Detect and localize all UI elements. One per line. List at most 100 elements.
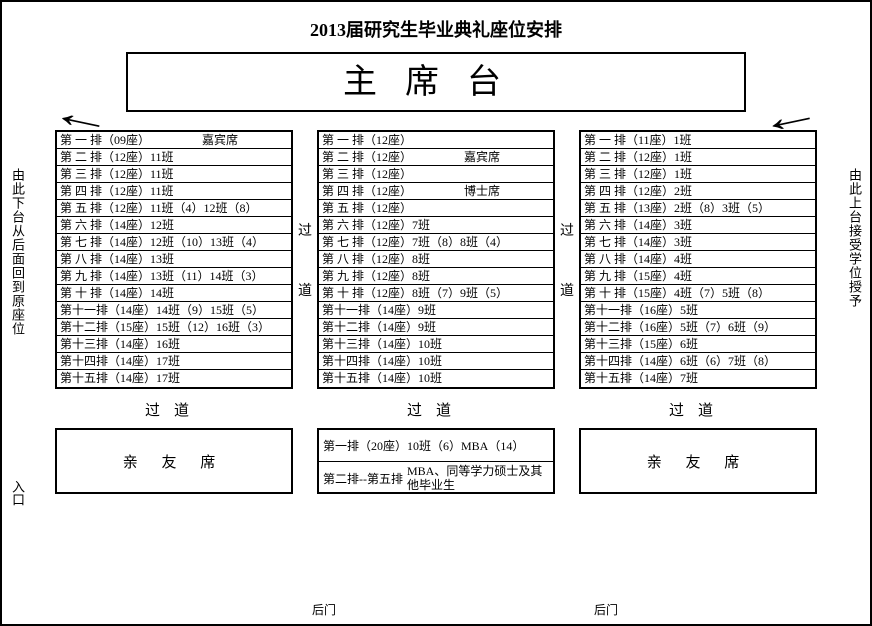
seat-row-note xyxy=(692,217,812,233)
seat-row-note xyxy=(442,370,550,387)
seat-row: 第 十 排（15座）4班（7）5班（8） xyxy=(581,285,815,302)
seat-row: 第 一 排（12座） xyxy=(319,132,553,149)
aisle-horizontal: 过道 过道 过道 xyxy=(2,393,870,426)
seat-row-note xyxy=(770,200,812,216)
seat-row-note xyxy=(430,268,550,284)
seat-row-note xyxy=(698,336,812,352)
seat-row-note xyxy=(174,183,288,199)
seat-row: 第十三排（15座）6班 xyxy=(581,336,815,353)
seat-row-note xyxy=(698,370,812,387)
seat-row: 第十一排（14座）14班（9）15班（5） xyxy=(57,302,291,319)
seat-row-label: 第十四排（14座）6班（6）7班（8） xyxy=(584,353,776,369)
seat-row-label: 第 十 排（12座）8班（7）9班（5） xyxy=(322,285,508,301)
seat-row-label: 第十二排（14座）9班 xyxy=(322,319,436,335)
seat-row-note xyxy=(442,336,550,352)
side-note-right: 由此上台接受学位授予 xyxy=(845,168,864,308)
seat-row-label: 第十二排（15座）15班（12）16班（3） xyxy=(60,319,270,335)
seat-row: 第 五 排（13座）2班（8）3班（5） xyxy=(581,200,815,217)
block-left: 第 一 排（09座）嘉宾席第 二 排（12座）11班第 三 排（12座）11班第… xyxy=(55,130,293,389)
seat-row-label: 第十一排（14座）9班 xyxy=(322,302,436,318)
seat-row-label: 第 五 排（12座） xyxy=(322,200,412,216)
family-seat-right: 亲 友 席 xyxy=(579,428,817,494)
back-door-2: 后门 xyxy=(594,601,618,618)
seat-row-note xyxy=(264,302,288,318)
back-mid-label: 第二排--第五排 xyxy=(323,470,407,487)
seat-row-label: 第 一 排（12座） xyxy=(322,132,412,148)
seat-row: 第十四排（14座）17班 xyxy=(57,353,291,370)
seat-row-label: 第十五排（14座）17班 xyxy=(60,370,180,387)
seat-row-label: 第 八 排（14座）13班 xyxy=(60,251,174,267)
seat-row: 第 六 排（14座）12班 xyxy=(57,217,291,234)
seat-row-label: 第 七 排（14座）12班（10）13班（4） xyxy=(60,234,264,250)
back-mid-block: 第一排（20座） 10班（6）MBA（14） 第二排--第五排 MBA、同等学力… xyxy=(317,428,555,494)
seat-row: 第 十 排（12座）8班（7）9班（5） xyxy=(319,285,553,302)
seat-row-note xyxy=(180,353,288,369)
seat-row-note xyxy=(412,166,550,182)
seat-row-label: 第 四 排（12座）11班 xyxy=(60,183,174,199)
seat-row-note: 嘉宾席 xyxy=(412,149,550,165)
seat-row: 第 八 排（14座）13班 xyxy=(57,251,291,268)
seat-row: 第 六 排（14座）3班 xyxy=(581,217,815,234)
seat-row-label: 第 五 排（12座）11班（4）12班（8） xyxy=(60,200,258,216)
seat-row-note xyxy=(770,285,812,301)
seat-row: 第十二排（16座）5班（7）6班（9） xyxy=(581,319,815,336)
back-mid-text: MBA、同等学力硕士及其他毕业生 xyxy=(407,464,549,492)
seat-row: 第 二 排（12座）1班 xyxy=(581,149,815,166)
seat-row-note xyxy=(436,302,550,318)
seat-row-note xyxy=(264,234,288,250)
aisle-h-1: 过道 xyxy=(55,393,293,426)
seat-row: 第 二 排（12座）嘉宾席 xyxy=(319,149,553,166)
seat-row-label: 第 九 排（12座）8班 xyxy=(322,268,430,284)
seat-row-note xyxy=(692,234,812,250)
seat-row-label: 第十四排（14座）10班 xyxy=(322,353,442,369)
seat-row-note xyxy=(412,200,550,216)
seat-row-label: 第 三 排（12座） xyxy=(322,166,412,182)
seating-blocks: 第 一 排（09座）嘉宾席第 二 排（12座）11班第 三 排（12座）11班第… xyxy=(2,130,870,389)
seat-row-label: 第 四 排（12座） xyxy=(322,183,412,199)
seat-row-label: 第 九 排（15座）4班 xyxy=(584,268,692,284)
seat-row-note xyxy=(692,183,812,199)
seat-row: 第 八 排（14座）4班 xyxy=(581,251,815,268)
seat-row-note xyxy=(776,353,812,369)
seat-row: 第 七 排（14座）12班（10）13班（4） xyxy=(57,234,291,251)
seat-row: 第 六 排（12座）7班 xyxy=(319,217,553,234)
seat-row: 第十五排（14座）10班 xyxy=(319,370,553,387)
seat-row-label: 第 七 排（12座）7班（8）8班（4） xyxy=(322,234,508,250)
seat-row-note xyxy=(430,251,550,267)
seat-row: 第 九 排（15座）4班 xyxy=(581,268,815,285)
seat-row-note xyxy=(264,268,288,284)
seat-row-note xyxy=(180,336,288,352)
seat-row-label: 第十一排（14座）14班（9）15班（5） xyxy=(60,302,264,318)
aisle-vertical-1: 过 道 xyxy=(293,130,317,389)
seat-row: 第 九 排（12座）8班 xyxy=(319,268,553,285)
seat-row-note xyxy=(442,353,550,369)
seat-row: 第 四 排（12座）2班 xyxy=(581,183,815,200)
seat-row-note xyxy=(692,149,812,165)
seat-row: 第 八 排（12座）8班 xyxy=(319,251,553,268)
seat-row-note xyxy=(698,302,812,318)
aisle-vertical-2: 过 道 xyxy=(555,130,579,389)
seat-row-note xyxy=(692,268,812,284)
seat-row: 第 七 排（14座）3班 xyxy=(581,234,815,251)
seat-row-note xyxy=(258,200,288,216)
seat-row-label: 第 八 排（12座）8班 xyxy=(322,251,430,267)
seat-row: 第十二排（15座）15班（12）16班（3） xyxy=(57,319,291,336)
seat-row-label: 第 二 排（12座）11班 xyxy=(60,149,174,165)
seat-row: 第 九 排（14座）13班（11）14班（3） xyxy=(57,268,291,285)
seating-diagram: 2013届研究生毕业典礼座位安排 主席台 ← ← 由此下台从后面回到原座位 由此… xyxy=(0,0,872,626)
seat-row-label: 第 一 排（11座）1班 xyxy=(584,132,692,148)
entry-label: 入口 xyxy=(8,480,27,506)
seat-row-note: 博士席 xyxy=(412,183,550,199)
back-mid-row: 第二排--第五排 MBA、同等学力硕士及其他毕业生 xyxy=(319,462,553,494)
seat-row: 第十五排（14座）7班 xyxy=(581,370,815,387)
back-mid-label: 第一排（20座） xyxy=(323,437,407,454)
seat-row: 第十二排（14座）9班 xyxy=(319,319,553,336)
seat-row-label: 第十三排（14座）16班 xyxy=(60,336,180,352)
seat-row: 第十四排（14座）10班 xyxy=(319,353,553,370)
side-note-left: 由此下台从后面回到原座位 xyxy=(8,168,27,336)
aisle-char: 过 xyxy=(298,220,312,240)
seat-row: 第 七 排（12座）7班（8）8班（4） xyxy=(319,234,553,251)
seat-row-note xyxy=(174,285,288,301)
seat-row-note xyxy=(508,285,550,301)
aisle-h-2: 过道 xyxy=(317,393,555,426)
